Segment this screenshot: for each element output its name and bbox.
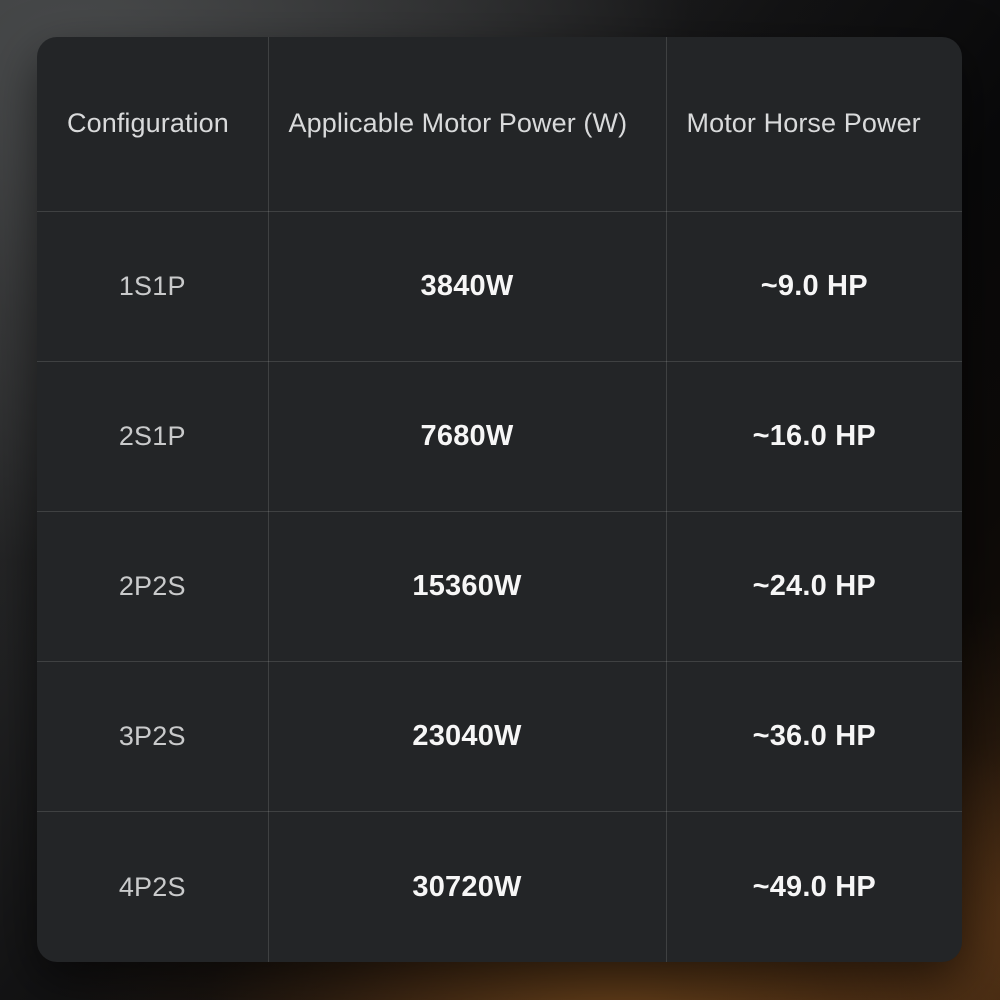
table-body: 1S1P 3840W ~9.0 HP 2S1P 7680W ~16.0 HP 2… [37, 211, 962, 962]
cell-motor-horse-power: ~49.0 HP [752, 870, 876, 903]
cell-motor-horse-power: ~36.0 HP [666, 661, 962, 813]
cell-motor-horse-power: ~9.0 HP [666, 211, 962, 362]
table-row: 2S1P 7680W ~16.0 HP [37, 361, 962, 512]
table-row: 2P2S 15360W ~24.0 HP [37, 511, 962, 663]
cell-motor-power: 3840W [268, 211, 667, 362]
cell-configuration: 1S1P [37, 211, 269, 362]
cell-motor-power: 7680W [268, 361, 667, 512]
column-header-motor-horse-power: Motor Horse Power [666, 37, 962, 212]
cell-configuration: 2S1P [37, 361, 269, 512]
cell-configuration: 2P2S [37, 511, 269, 663]
cell-motor-power: 15360W [268, 511, 667, 663]
column-header-configuration: Configuration [37, 37, 269, 212]
cell-motor-horse-power: ~16.0 HP [666, 361, 962, 512]
spec-table-card: Configuration Applicable Motor Power (W)… [37, 37, 962, 962]
cell-motor-power: 30720W [268, 811, 667, 962]
column-header-motor-power: Applicable Motor Power (W) [268, 37, 667, 212]
table-row: 1S1P 3840W ~9.0 HP [37, 211, 962, 362]
table-row: 4P2S 30720W ~49.0 HP [37, 811, 962, 962]
motor-power-table: Configuration Applicable Motor Power (W)… [37, 37, 962, 962]
cell-configuration: 4P2S [37, 811, 269, 962]
table-header-row: Configuration Applicable Motor Power (W)… [37, 37, 962, 212]
table-header: Configuration Applicable Motor Power (W)… [37, 37, 962, 212]
table-row: 3P2S 23040W ~36.0 HP [37, 661, 962, 813]
cell-configuration: 3P2S [37, 661, 269, 813]
cell-motor-power: 23040W [268, 661, 667, 813]
cell-motor-horse-power: ~24.0 HP [666, 511, 962, 663]
